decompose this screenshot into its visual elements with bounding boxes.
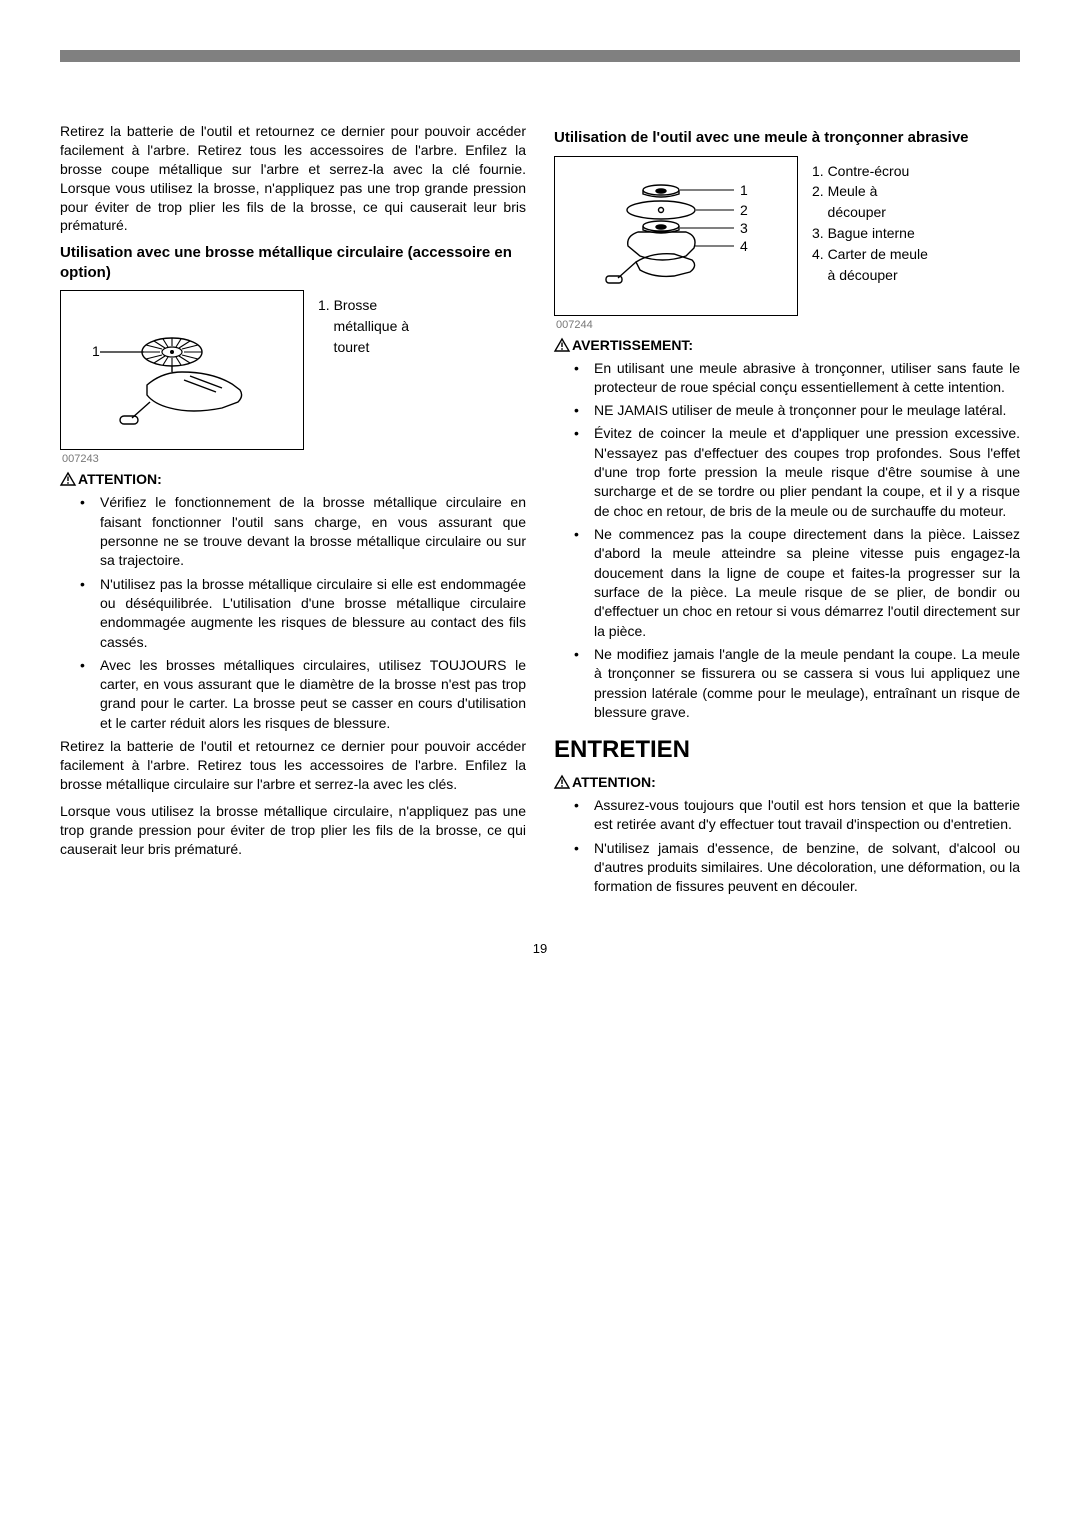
list-item: Avec les brosses métalliques circulaires… xyxy=(80,656,526,733)
attention-label-1: ATTENTION: xyxy=(78,471,162,487)
page-content: Retirez la batterie de l'outil et retour… xyxy=(0,62,1080,931)
right-column: Utilisation de l'outil avec une meule à … xyxy=(554,122,1020,901)
list-item: N'utilisez pas la brosse métallique circ… xyxy=(80,575,526,652)
list-item: Ne commencez pas la coupe directement da… xyxy=(574,525,1020,641)
fig2-label: 4. Carter de meule xyxy=(812,245,928,264)
list-item: Vérifiez le fonctionnement de la brosse … xyxy=(80,493,526,570)
fig1-label-1: 1. Brosse xyxy=(318,296,409,315)
heading-brush: Utilisation avec une brosse métallique c… xyxy=(60,243,526,282)
heading-cutoff: Utilisation de l'outil avec une meule à … xyxy=(554,128,1020,148)
list-item: En utilisant une meule abrasive à tronço… xyxy=(574,359,1020,398)
svg-text:1: 1 xyxy=(92,343,100,359)
fig1-label-2: métallique à xyxy=(318,317,409,336)
intro-paragraph: Retirez la batterie de l'outil et retour… xyxy=(60,122,526,235)
figure-2-code: 007244 xyxy=(556,319,1020,331)
list-item: Assurez-vous toujours que l'outil est ho… xyxy=(574,796,1020,835)
fig2-label: à découper xyxy=(812,266,928,285)
figure-1-row: 1 xyxy=(60,290,526,450)
warning-icon xyxy=(554,775,570,789)
list-item: Évitez de coincer la meule et d'applique… xyxy=(574,424,1020,521)
after-paragraph-2: Lorsque vous utilisez la brosse métalliq… xyxy=(60,802,526,859)
figure-1: 1 xyxy=(60,290,304,450)
avert-heading: AVERTISSEMENT: xyxy=(554,337,1020,353)
fig1-label-3: touret xyxy=(318,338,409,357)
avert-label: AVERTISSEMENT: xyxy=(572,337,693,353)
list-item: N'utilisez jamais d'essence, de benzine,… xyxy=(574,839,1020,897)
fig2-label: 2. Meule à xyxy=(812,182,928,201)
attention-list-1: Vérifiez le fonctionnement de la brosse … xyxy=(60,493,526,733)
figure-1-svg: 1 xyxy=(72,300,292,440)
fig2-label: découper xyxy=(812,203,928,222)
figure-1-labels: 1. Brosse métallique à touret xyxy=(318,290,409,359)
figure-2-labels: 1. Contre-écrou 2. Meule à découper 3. B… xyxy=(812,156,928,287)
avert-list: En utilisant une meule abrasive à tronço… xyxy=(554,359,1020,723)
attention-label-2: ATTENTION: xyxy=(572,774,656,790)
svg-text:4: 4 xyxy=(740,238,748,254)
figure-2: 1 2 3 4 xyxy=(554,156,798,316)
fig2-label: 1. Contre-écrou xyxy=(812,162,928,181)
attention-heading-2: ATTENTION: xyxy=(554,774,1020,790)
page-number: 19 xyxy=(0,931,1080,986)
figure-1-code: 007243 xyxy=(62,453,526,465)
attention-list-2: Assurez-vous toujours que l'outil est ho… xyxy=(554,796,1020,897)
header-bar xyxy=(60,50,1020,62)
figure-2-svg: 1 2 3 4 xyxy=(566,166,786,306)
svg-text:1: 1 xyxy=(740,182,748,198)
left-column: Retirez la batterie de l'outil et retour… xyxy=(60,122,526,901)
warning-icon xyxy=(60,472,76,486)
attention-heading-1: ATTENTION: xyxy=(60,471,526,487)
figure-2-row: 1 2 3 4 1. Contre-écrou 2. Meule à décou… xyxy=(554,156,1020,316)
list-item: NE JAMAIS utiliser de meule à tronçonner… xyxy=(574,401,1020,420)
warning-icon xyxy=(554,338,570,352)
list-item: Ne modifiez jamais l'angle de la meule p… xyxy=(574,645,1020,722)
fig2-label: 3. Bague interne xyxy=(812,224,928,243)
svg-text:3: 3 xyxy=(740,220,748,236)
after-paragraph-1: Retirez la batterie de l'outil et retour… xyxy=(60,737,526,794)
svg-text:2: 2 xyxy=(740,202,748,218)
section-entretien: ENTRETIEN xyxy=(554,736,1020,764)
